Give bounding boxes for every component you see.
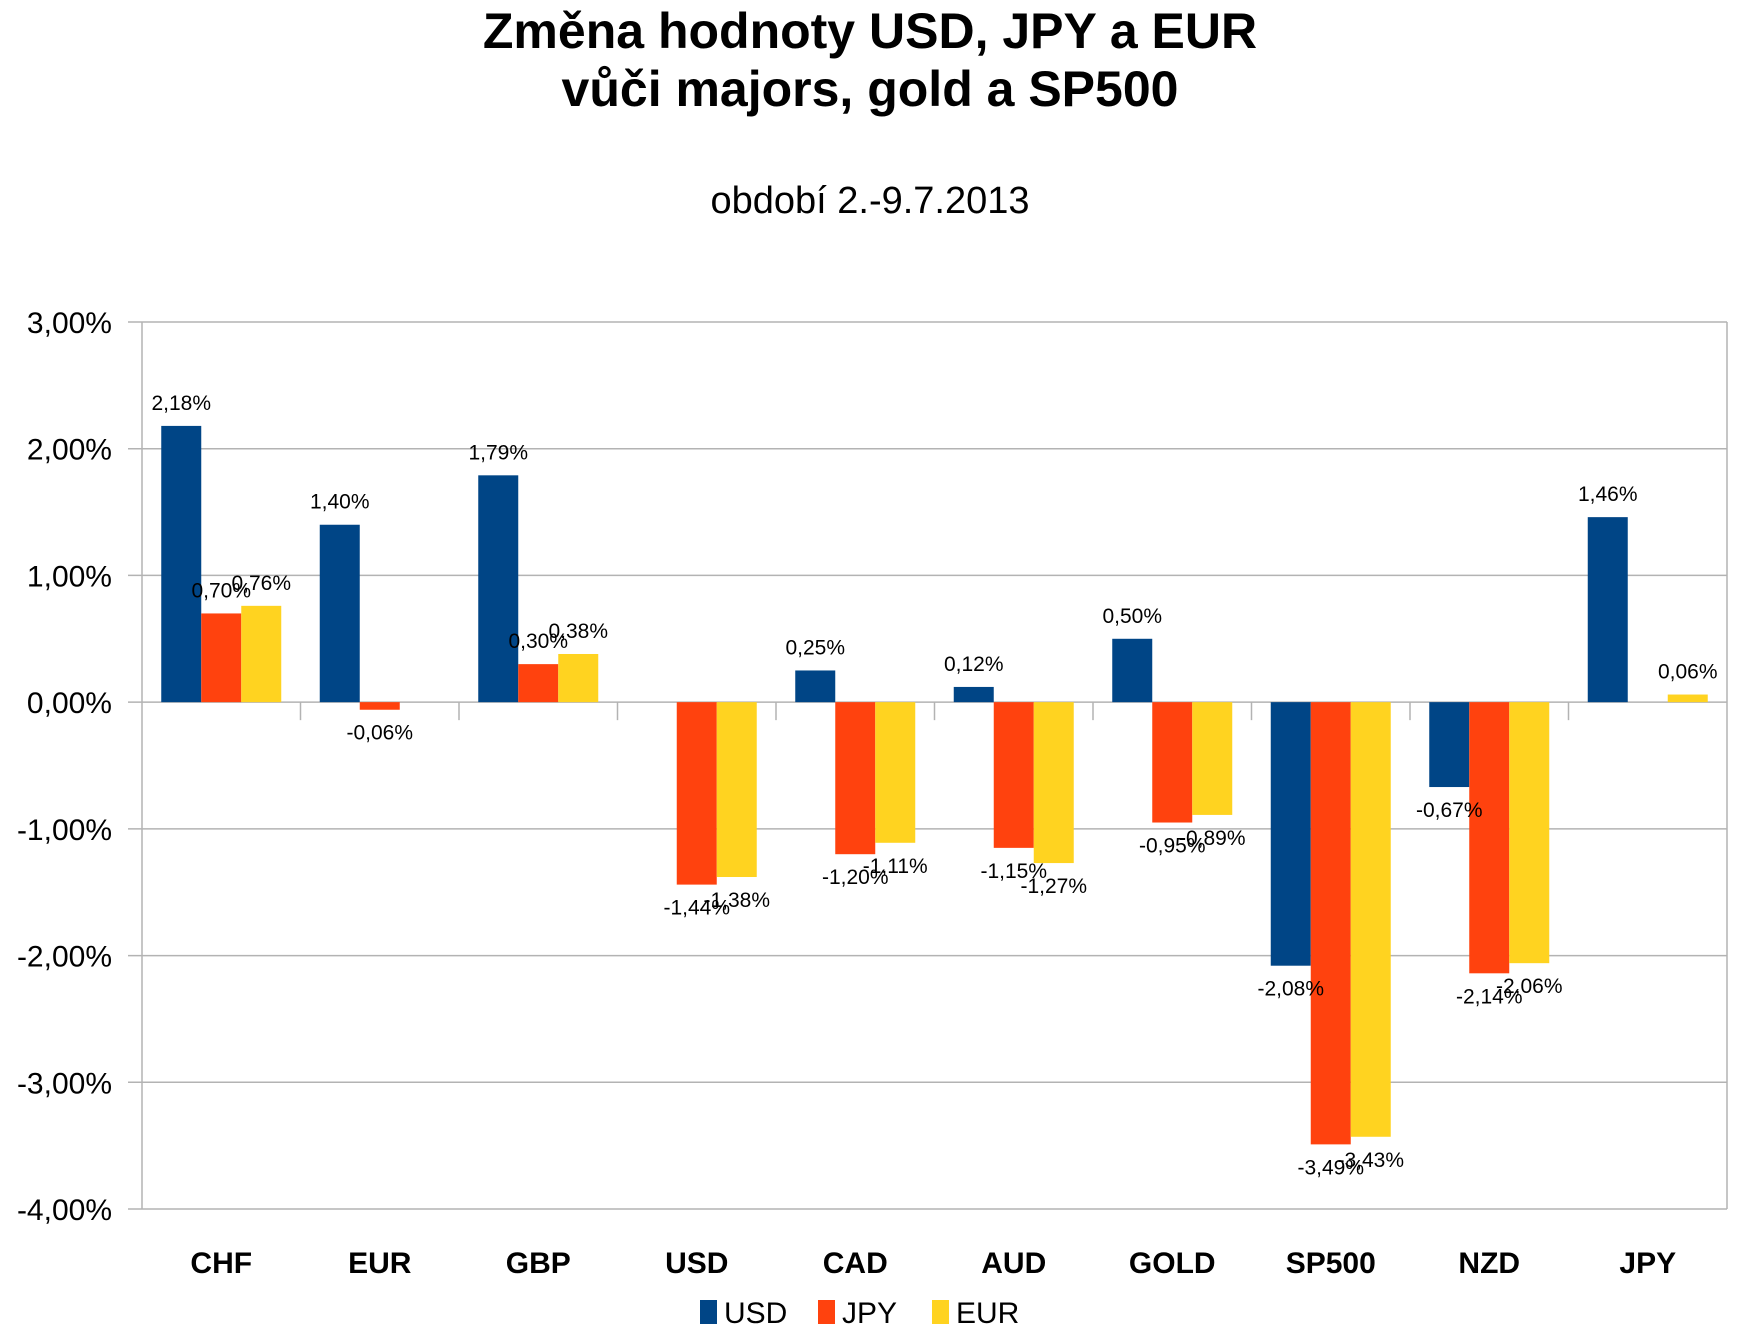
- data-label: -3,43%: [1337, 1149, 1404, 1172]
- data-labels: 2,18% 0,70%0,76% 1,40% -0,06% 1,79% 0,30%0,38…: [151, 392, 1717, 1179]
- legend-label-usd: USD: [724, 1297, 787, 1330]
- data-label: -0,95%: [1139, 835, 1206, 858]
- data-label: 0,38%: [548, 620, 608, 643]
- bar-jpy-nzd: [1469, 702, 1510, 974]
- data-label: 2,18%: [151, 392, 211, 415]
- bar-eur-gbp: [558, 653, 599, 703]
- x-tick-label: JPY: [1619, 1247, 1676, 1280]
- data-label: -2,14%: [1456, 985, 1523, 1008]
- data-label: 0,12%: [944, 653, 1004, 676]
- data-label: 0,25%: [785, 636, 845, 659]
- y-tick-label: 3,00%: [27, 307, 112, 340]
- x-tick-label: SP500: [1286, 1247, 1376, 1280]
- bar-usd-sp500: [1270, 702, 1311, 966]
- data-label: 1,79%: [468, 441, 528, 464]
- data-label: -1,15%: [980, 860, 1047, 883]
- bar-usd-gbp: [478, 475, 519, 703]
- bar-eur-aud: [1033, 702, 1074, 864]
- bar-eur-gold: [1192, 702, 1233, 815]
- y-tick-label: 1,00%: [27, 560, 112, 593]
- y-tick-label: -1,00%: [17, 814, 112, 847]
- bar-usd-eur: [319, 524, 360, 703]
- bar-usd-cad: [795, 670, 836, 703]
- y-tick-label: 2,00%: [27, 434, 112, 467]
- data-label: -2,06%: [1496, 975, 1563, 998]
- legend-swatch-usd: [700, 1300, 717, 1324]
- x-axis-ticks: CHF EUR GBP USD CAD AUD GOLD SP500 NZD JPY: [190, 1247, 1676, 1280]
- chart-title-line2: vůči majors, gold a SP500: [561, 61, 1179, 117]
- bar-eur-nzd: [1509, 702, 1550, 964]
- data-label: 0,50%: [1102, 605, 1162, 628]
- data-label: 1,46%: [1578, 483, 1638, 506]
- data-label: -2,08%: [1257, 978, 1324, 1001]
- bar-jpy-gbp: [518, 664, 559, 703]
- bar-jpy-cad: [835, 702, 876, 855]
- bar-eur-usd: [716, 702, 757, 878]
- bar-eur-chf: [241, 605, 282, 703]
- data-label: -0,06%: [346, 722, 413, 745]
- x-tick-label: GOLD: [1129, 1247, 1216, 1280]
- x-tick-label: CHF: [190, 1247, 252, 1280]
- bar-usd-gold: [1112, 638, 1153, 703]
- x-tick-label: GBP: [506, 1247, 571, 1280]
- bar-eur-jpy: [1667, 694, 1708, 703]
- y-axis-ticks: 3,00% 2,00% 1,00% 0,00% -1,00% -2,00% -3,00% -4…: [17, 307, 112, 1227]
- x-tick-label: EUR: [348, 1247, 412, 1280]
- y-tick-label: 0,00%: [27, 687, 112, 720]
- bar-eur-sp500: [1350, 702, 1391, 1137]
- bar-jpy-aud: [993, 702, 1034, 848]
- data-label: 0,30%: [508, 630, 568, 653]
- data-label: 0,76%: [231, 572, 291, 595]
- bar-usd-chf: [161, 425, 202, 703]
- bar-usd-nzd: [1429, 702, 1470, 788]
- y-tick-label: -4,00%: [17, 1194, 112, 1227]
- chart-subtitle: období 2.-9.7.2013: [710, 180, 1030, 222]
- y-tick-label: -2,00%: [17, 941, 112, 974]
- bar-jpy-gold: [1152, 702, 1193, 823]
- bar-usd-jpy: [1587, 517, 1628, 703]
- bar-usd-aud: [953, 686, 994, 703]
- x-tick-label: CAD: [823, 1247, 888, 1280]
- data-label: -1,38%: [703, 889, 770, 912]
- bar-jpy-chf: [201, 613, 242, 703]
- x-tick-label: NZD: [1458, 1247, 1520, 1280]
- data-label: -1,44%: [663, 897, 730, 920]
- data-label: -1,27%: [1020, 875, 1087, 898]
- y-tick-label: -3,00%: [17, 1067, 112, 1100]
- data-label: 0,70%: [191, 579, 251, 602]
- legend-swatch-jpy: [818, 1300, 835, 1324]
- data-label: 1,40%: [310, 491, 370, 514]
- data-label: -3,49%: [1297, 1156, 1364, 1179]
- data-label: 0,06%: [1658, 661, 1718, 684]
- legend-swatch-eur: [932, 1300, 949, 1324]
- bar-jpy-usd: [676, 702, 717, 885]
- bar-jpy-eur: [359, 702, 400, 710]
- chart-title: Změna hodnoty USD, JPY a EUR: [482, 3, 1258, 59]
- bars: [161, 425, 1708, 1145]
- legend-label-eur: EUR: [956, 1297, 1019, 1330]
- data-label: -1,11%: [863, 855, 928, 878]
- data-label: -0,89%: [1179, 827, 1246, 850]
- data-label: -1,20%: [822, 866, 889, 889]
- data-label: -0,67%: [1416, 799, 1483, 822]
- legend: USD JPY EUR: [700, 1297, 1019, 1330]
- legend-label-jpy: JPY: [842, 1297, 897, 1330]
- bar-jpy-sp500: [1310, 702, 1351, 1145]
- x-tick-label: AUD: [981, 1247, 1046, 1280]
- bar-eur-cad: [875, 702, 916, 843]
- x-tick-label: USD: [665, 1247, 728, 1280]
